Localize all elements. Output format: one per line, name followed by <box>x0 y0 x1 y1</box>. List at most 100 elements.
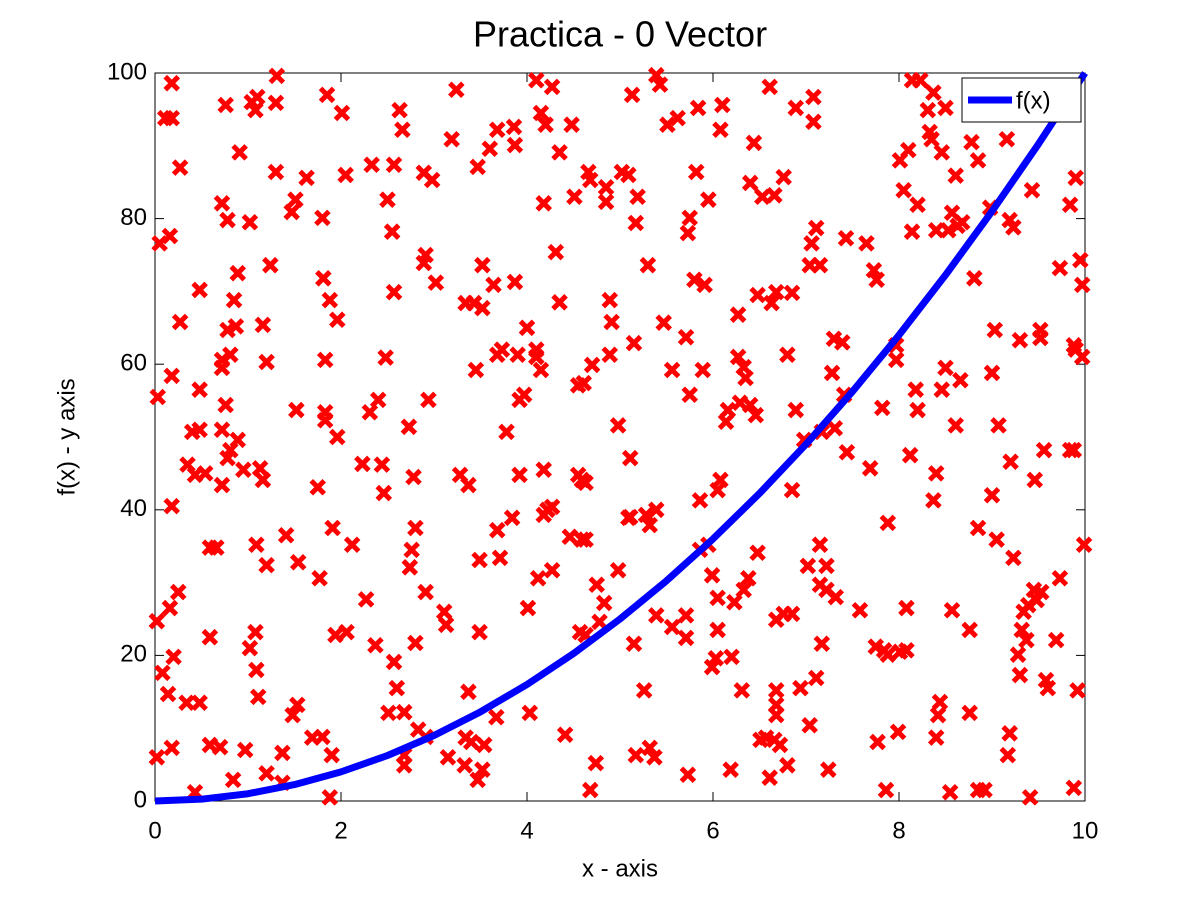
scatter-point <box>1009 646 1027 663</box>
scatter-point <box>488 709 505 726</box>
scatter-point <box>289 553 307 571</box>
scatter-point <box>532 104 550 122</box>
x-tick-label: 10 <box>1072 817 1099 844</box>
scatter-point <box>163 74 181 92</box>
scatter-point <box>745 134 763 152</box>
scatter-point <box>511 466 528 484</box>
scatter-point <box>943 601 961 619</box>
scatter-point <box>986 321 1004 339</box>
scatter-point <box>217 396 234 414</box>
scatter-point <box>213 476 231 494</box>
scatter-point <box>783 481 801 499</box>
scatter-point <box>231 144 248 161</box>
scatter-point <box>456 757 473 774</box>
scatter-point <box>998 130 1016 148</box>
scatter-point <box>375 484 393 502</box>
scatter-point <box>543 498 561 516</box>
scatter-point <box>1039 679 1057 697</box>
scatter-point <box>767 682 785 699</box>
scatter-point <box>813 635 831 653</box>
scatter-point <box>148 749 166 766</box>
scatter-point <box>792 679 809 697</box>
scatter-point <box>820 761 837 778</box>
scatter-point <box>887 351 905 369</box>
scatter-point <box>679 224 697 242</box>
scatter-point <box>909 196 926 214</box>
scatter-point <box>400 418 418 436</box>
scatter-point <box>532 361 550 379</box>
scatter-point <box>519 599 537 617</box>
scatter-point <box>488 521 506 539</box>
scatter-point <box>999 746 1017 764</box>
scatter-point <box>1013 621 1031 639</box>
scatter-point <box>361 403 379 421</box>
scatter-point <box>258 556 275 574</box>
scatter-point <box>493 341 511 358</box>
scatter-point <box>551 144 568 161</box>
scatter-point <box>227 318 245 335</box>
scatter-point <box>474 256 491 274</box>
scatter-point <box>648 66 665 84</box>
scatter-point <box>213 421 231 438</box>
scatter-point <box>601 291 619 309</box>
scatter-point <box>1021 789 1039 806</box>
scatter-point <box>1061 196 1079 214</box>
scatter-point <box>627 746 645 764</box>
scatter-point <box>601 346 619 364</box>
scatter-point <box>258 765 275 782</box>
scatter-point <box>937 359 954 377</box>
scatter-point <box>681 386 699 404</box>
scatter-point <box>254 316 272 334</box>
scatter-point <box>163 367 181 385</box>
scatter-point <box>577 474 594 492</box>
scatter-point <box>1002 453 1019 471</box>
scatter-point <box>267 94 285 112</box>
scatter-point <box>703 658 721 676</box>
scatter-point <box>625 334 643 352</box>
scatter-point <box>961 621 978 639</box>
scatter-point <box>901 446 919 464</box>
scatter-point <box>651 76 669 93</box>
scatter-point <box>573 531 591 548</box>
scatter-point <box>314 209 331 227</box>
scatter-point <box>171 159 189 176</box>
scatter-point <box>900 141 917 159</box>
scatter-point <box>383 223 401 240</box>
scatter-point <box>357 591 375 608</box>
scatter-point <box>591 613 608 631</box>
scatter-point <box>923 130 940 148</box>
scatter-point <box>163 109 181 127</box>
scatter-point <box>417 246 434 264</box>
scatter-point <box>681 209 699 227</box>
scatter-point <box>1011 331 1029 349</box>
scatter-point <box>988 531 1005 548</box>
scatter-point <box>191 381 208 398</box>
scatter-point <box>729 348 747 366</box>
scatter-point <box>747 406 765 424</box>
scatter-point <box>805 88 822 106</box>
scatter-point <box>801 717 818 734</box>
scatter-point <box>219 449 236 467</box>
y-tick-label: 60 <box>120 350 147 377</box>
scatter-point <box>543 561 561 579</box>
scatter-point <box>609 561 627 579</box>
scatter-point <box>528 348 545 366</box>
scatter-point <box>577 531 594 548</box>
scatter-point <box>343 536 361 554</box>
scatter-point <box>741 396 759 414</box>
scatter-point <box>595 594 613 612</box>
scatter-point <box>235 461 252 479</box>
scatter-point <box>391 101 408 119</box>
scatter-point <box>460 683 477 701</box>
scatter-point <box>329 311 346 329</box>
scatter-point <box>251 460 269 477</box>
scatter-point <box>380 704 397 722</box>
scatter-point <box>976 781 993 799</box>
scatter-point <box>488 121 506 139</box>
scatter-point <box>700 191 717 208</box>
scatter-point <box>528 72 545 89</box>
scatter-point <box>767 283 785 301</box>
scatter-point <box>737 369 754 387</box>
scatter-point <box>529 569 547 587</box>
